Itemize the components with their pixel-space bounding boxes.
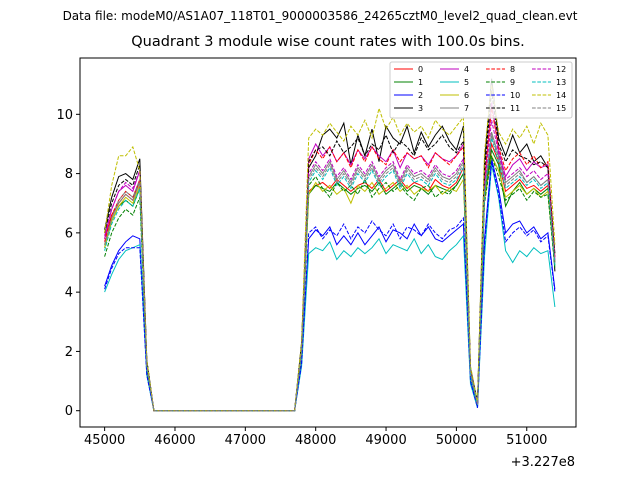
series-line-15: [104, 134, 556, 412]
series-line-6: [104, 154, 556, 412]
x-tick-label: 47000: [225, 433, 266, 448]
legend-label-8: 8: [510, 65, 515, 74]
legend-label-7: 7: [464, 104, 469, 113]
series-line-1: [104, 148, 556, 412]
legend-label-5: 5: [464, 78, 469, 87]
y-tick-label: 6: [65, 226, 73, 241]
series-line-10: [104, 161, 556, 412]
legend-label-0: 0: [418, 65, 423, 74]
x-tick-label: 48000: [295, 433, 336, 448]
y-tick-label: 4: [65, 286, 73, 301]
legend-label-13: 13: [556, 78, 566, 87]
series-line-9: [104, 155, 556, 412]
legend-label-4: 4: [464, 65, 469, 74]
legend-label-9: 9: [510, 78, 515, 87]
x-offset-label: +3.227e8: [511, 455, 575, 470]
figure-suptitle: Data file: modeM0/AS1A07_118T01_90000035…: [62, 9, 578, 23]
x-tick-label: 49000: [365, 433, 406, 448]
x-axis: 45000 46000 47000 48000 49000 50000 51000: [84, 427, 547, 448]
y-tick-label: 8: [65, 167, 73, 182]
legend-label-15: 15: [556, 104, 566, 113]
y-axis: 0 2 4 6 8 10: [56, 108, 80, 419]
x-tick-label: 46000: [154, 433, 195, 448]
y-tick-label: 2: [65, 345, 73, 360]
chart-title: Quadrant 3 module wise count rates with …: [131, 34, 525, 50]
plot-frame: [79, 57, 577, 428]
series-line-8: [104, 108, 556, 412]
legend-label-3: 3: [418, 104, 423, 113]
legend-box: [389, 61, 573, 119]
y-tick-label: 10: [56, 108, 73, 123]
legend-label-11: 11: [510, 104, 520, 113]
x-tick-label: 51000: [506, 433, 547, 448]
y-tick-label: 0: [65, 404, 73, 419]
legend-label-6: 6: [464, 91, 469, 100]
series-line-11: [104, 90, 556, 412]
legend-label-2: 2: [418, 91, 423, 100]
legend-label-1: 1: [418, 78, 423, 87]
legend-label-12: 12: [556, 65, 566, 74]
x-tick-label: 45000: [84, 433, 125, 448]
x-tick-label: 50000: [436, 433, 477, 448]
series-lines: [104, 78, 556, 412]
legend-label-14: 14: [556, 91, 566, 100]
legend-label-10: 10: [510, 91, 520, 100]
